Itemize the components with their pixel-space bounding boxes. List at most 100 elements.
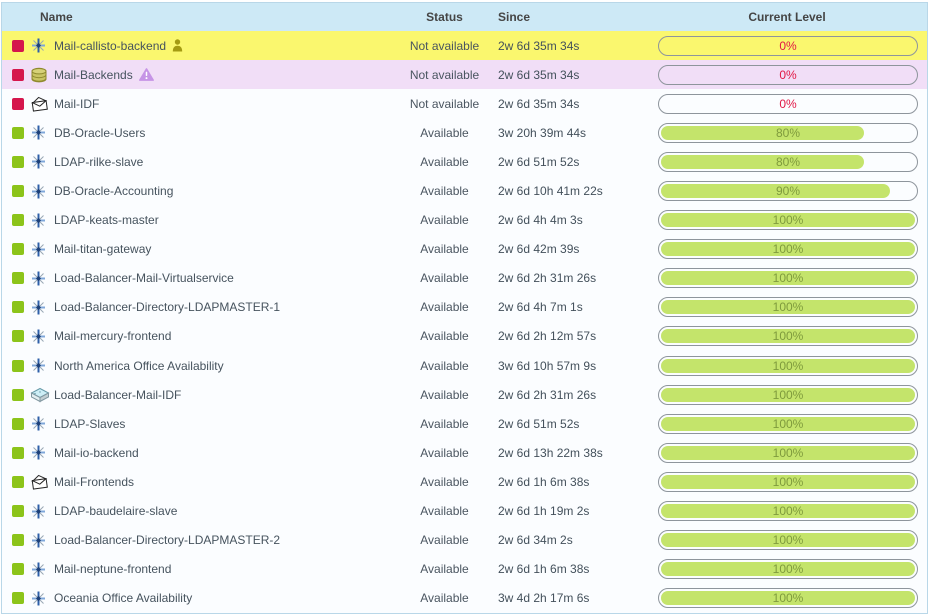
- business-process-icon: [30, 357, 54, 374]
- since-text: 2w 6d 4h 4m 3s: [498, 213, 583, 228]
- since-text: 2w 6d 51m 52s: [498, 416, 580, 431]
- service-name[interactable]: Oceania Office Availability: [54, 591, 193, 606]
- current-level-bar: 100%: [658, 297, 918, 318]
- table-row[interactable]: Mail-titan-gateway Available 2w 6d 42m 3…: [2, 234, 927, 264]
- table-row[interactable]: DB-Oracle-Users Available 3w 20h 39m 44s…: [2, 118, 927, 148]
- current-level-bar: 100%: [658, 355, 918, 376]
- table-row[interactable]: Load-Balancer-Directory-LDAPMASTER-2 Ava…: [2, 525, 927, 555]
- table-row[interactable]: Mail-callisto-backend Not available 2w 6…: [2, 31, 927, 61]
- level-fill: [661, 416, 915, 431]
- status-text: Available: [420, 300, 469, 315]
- service-name[interactable]: Mail-io-backend: [54, 445, 139, 460]
- table-row[interactable]: DB-Oracle-Accounting Available 2w 6d 10h…: [2, 176, 927, 206]
- status-indicator: [12, 359, 24, 372]
- status-text: Available: [420, 387, 469, 402]
- level-label: 100%: [772, 416, 804, 431]
- service-name[interactable]: LDAP-baudelaire-slave: [54, 504, 178, 519]
- table-row[interactable]: LDAP-Slaves Available 2w 6d 51m 52s 100%: [2, 409, 927, 439]
- status-indicator: [12, 214, 24, 227]
- service-name[interactable]: DB-Oracle-Accounting: [54, 184, 174, 199]
- column-header-since: Since: [498, 10, 531, 24]
- level-fill: [661, 591, 915, 606]
- level-label: 100%: [772, 445, 804, 460]
- status-text: Available: [420, 591, 469, 606]
- level-fill: [661, 562, 915, 577]
- table-row[interactable]: Load-Balancer-Directory-LDAPMASTER-1 Ava…: [2, 292, 927, 322]
- level-fill: [661, 213, 915, 228]
- table-row[interactable]: Mail-Frontends Available 2w 6d 1h 6m 38s…: [2, 467, 927, 497]
- service-name[interactable]: Mail-neptune-frontend: [54, 562, 172, 577]
- since-text: 2w 6d 42m 39s: [498, 242, 580, 257]
- table-row[interactable]: LDAP-keats-master Available 2w 6d 4h 4m …: [2, 205, 927, 235]
- current-level-bar: 100%: [658, 268, 918, 289]
- status-indicator: [12, 446, 24, 459]
- status-text: Not available: [409, 67, 480, 82]
- level-fill: [661, 184, 890, 199]
- table-row[interactable]: Load-Balancer-Mail-IDF Available 2w 6d 2…: [2, 380, 927, 410]
- service-name[interactable]: North America Office Availability: [54, 358, 224, 373]
- service-name[interactable]: Mail-titan-gateway: [54, 242, 152, 257]
- business-process-icon: [30, 299, 54, 316]
- table-row[interactable]: Mail-neptune-frontend Available 2w 6d 1h…: [2, 554, 927, 584]
- business-process-icon: [30, 241, 54, 258]
- since-text: 2w 6d 51m 52s: [498, 154, 580, 169]
- status-text: Available: [420, 184, 469, 199]
- service-name[interactable]: LDAP-keats-master: [54, 213, 159, 228]
- service-name[interactable]: Load-Balancer-Mail-Virtualservice: [54, 271, 234, 286]
- business-process-icon: [30, 328, 54, 345]
- table-row[interactable]: LDAP-rilke-slave Available 2w 6d 51m 52s…: [2, 147, 927, 177]
- table-row[interactable]: Mail-mercury-frontend Available 2w 6d 2h…: [2, 321, 927, 352]
- table-row[interactable]: LDAP-baudelaire-slave Available 2w 6d 1h…: [2, 496, 927, 526]
- service-name[interactable]: Mail-Backends: [54, 67, 133, 82]
- service-name[interactable]: Load-Balancer-Directory-LDAPMASTER-1: [54, 300, 281, 315]
- status-text: Available: [420, 504, 469, 519]
- table-row[interactable]: North America Office Availability Availa…: [2, 351, 927, 381]
- status-text: Available: [420, 562, 469, 577]
- level-label: 100%: [772, 329, 804, 344]
- status-indicator: [12, 505, 24, 518]
- service-name[interactable]: DB-Oracle-Users: [54, 125, 146, 140]
- table-row[interactable]: Mail-IDF Not available 2w 6d 35m 34s 0%: [2, 89, 927, 119]
- service-name[interactable]: Load-Balancer-Mail-IDF: [54, 387, 182, 402]
- current-level-bar: 0%: [658, 64, 918, 85]
- level-fill: [661, 358, 915, 373]
- level-label: 100%: [772, 300, 804, 315]
- table-row[interactable]: Mail-Backends Not available 2w 6d 35m 34…: [2, 60, 927, 90]
- level-label: 90%: [775, 184, 801, 199]
- status-indicator: [12, 592, 24, 605]
- current-level-bar: 100%: [658, 326, 918, 347]
- status-text: Available: [420, 271, 469, 286]
- status-text: Available: [420, 358, 469, 373]
- service-name[interactable]: Mail-Frontends: [54, 474, 135, 489]
- current-level-bar: 0%: [658, 35, 918, 56]
- current-level-bar: 100%: [658, 442, 918, 463]
- status-indicator: [12, 185, 24, 198]
- status-text: Available: [420, 242, 469, 257]
- service-name[interactable]: LDAP-Slaves: [54, 416, 126, 431]
- level-label: 0%: [779, 38, 797, 53]
- level-fill: [661, 445, 915, 460]
- column-header-current-level: Current Level: [748, 10, 826, 24]
- level-label: 100%: [772, 562, 804, 577]
- table-row[interactable]: Mail-io-backend Available 2w 6d 13h 22m …: [2, 438, 927, 468]
- since-text: 2w 6d 2h 31m 26s: [498, 387, 597, 402]
- business-process-icon: [30, 153, 54, 170]
- status-indicator: [12, 272, 24, 285]
- service-name[interactable]: Mail-mercury-frontend: [54, 329, 172, 344]
- since-text: 3w 6d 10h 57m 9s: [498, 358, 597, 373]
- current-level-bar: 100%: [658, 239, 918, 260]
- level-label: 80%: [775, 154, 801, 169]
- since-text: 2w 6d 35m 34s: [498, 38, 580, 53]
- table-row[interactable]: Load-Balancer-Mail-Virtualservice Availa…: [2, 263, 927, 293]
- status-indicator: [12, 475, 24, 488]
- service-name[interactable]: Load-Balancer-Directory-LDAPMASTER-2: [54, 533, 281, 548]
- service-name[interactable]: Mail-callisto-backend: [54, 38, 167, 53]
- since-text: 2w 6d 2h 12m 57s: [498, 329, 597, 344]
- current-level-bar: 100%: [658, 501, 918, 522]
- service-name[interactable]: LDAP-rilke-slave: [54, 154, 144, 169]
- business-process-icon: [30, 590, 54, 607]
- column-header-name: Name: [40, 10, 73, 24]
- table-row[interactable]: Oceania Office Availability Available 3w…: [2, 583, 927, 613]
- service-name[interactable]: Mail-IDF: [54, 96, 100, 111]
